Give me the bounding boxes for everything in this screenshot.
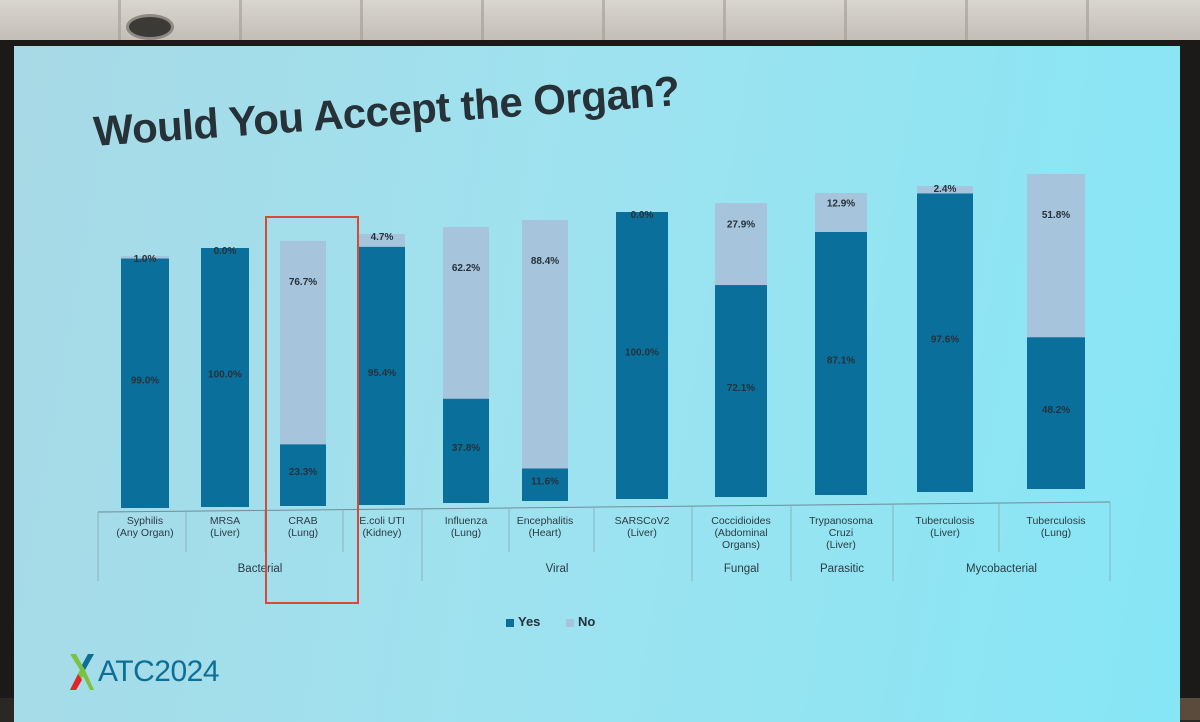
bar-no-label-4: 62.2% (452, 263, 480, 274)
legend-yes: Yes (506, 614, 540, 629)
group-label-4: Mycobacterial (966, 563, 1037, 575)
legend-no: No (566, 614, 595, 629)
bar-yes-label-0: 99.0% (131, 375, 159, 386)
category-label-8-1: Cruzi (829, 527, 854, 539)
logo-text: ATC2024 (98, 655, 219, 689)
bar-no-label-1: 0.0% (214, 246, 237, 257)
bar-yes-label-6: 100.0% (625, 348, 659, 359)
category-label-8-0: Trypanosoma (809, 515, 873, 527)
crab-highlight-box (265, 216, 359, 604)
category-label-0-0: Syphilis (127, 515, 163, 527)
stacked-bar-chart: 99.0% 1.0% Syphilis(Any Organ) 100.0% 0.0% MR… (14, 46, 1180, 722)
bar-no-label-5: 88.4% (531, 256, 559, 267)
bar-no-label-7: 27.9% (727, 220, 755, 231)
legend-yes-label: Yes (518, 614, 540, 629)
bar-yes-label-3: 95.4% (368, 368, 396, 379)
category-label-6-1: (Liver) (627, 527, 657, 539)
category-label-10-0: Tuberculosis (1026, 515, 1085, 527)
group-label-1: Viral (546, 563, 569, 575)
bar-yes-label-7: 72.1% (727, 383, 755, 394)
group-label-3: Parasitic (820, 563, 864, 575)
bar-no-10 (1027, 174, 1085, 337)
bar-no-4 (443, 227, 489, 399)
atc-logo-mark-icon (68, 652, 94, 692)
bar-no-label-6: 0.0% (631, 210, 654, 221)
category-label-1-1: (Liver) (210, 527, 240, 539)
category-label-3-1: (Kidney) (362, 527, 401, 539)
category-label-6-0: SARSCoV2 (615, 515, 670, 527)
x-axis-line (98, 502, 1110, 512)
group-label-2: Fungal (724, 563, 759, 575)
legend-yes-swatch (506, 619, 514, 627)
bar-yes-label-4: 37.8% (452, 443, 480, 454)
bar-yes-label-1: 100.0% (208, 370, 242, 381)
category-label-7-2: Organs) (722, 539, 760, 551)
bar-no-7 (715, 203, 767, 285)
category-label-7-1: (Abdominal (714, 527, 767, 539)
slide: Would You Accept the Organ? 99.0%1.0%Syp… (14, 46, 1180, 722)
legend-no-swatch (566, 619, 574, 627)
bar-no-label-3: 4.7% (371, 232, 394, 243)
category-label-1-0: MRSA (210, 515, 240, 527)
category-label-9-0: Tuberculosis (915, 515, 974, 527)
bar-yes-label-5: 11.6% (531, 477, 559, 488)
category-label-7-0: Coccidioides (711, 515, 771, 527)
category-label-5-1: (Heart) (529, 527, 562, 539)
category-label-4-1: (Lung) (451, 527, 481, 539)
category-label-3-0: E.coli UTI (359, 515, 405, 527)
screen-frame: Would You Accept the Organ? 99.0%1.0%Syp… (0, 40, 1200, 698)
category-label-5-0: Encephalitis (517, 515, 574, 527)
category-label-9-1: (Liver) (930, 527, 960, 539)
category-label-10-1: (Lung) (1041, 527, 1071, 539)
bar-no-label-8: 12.9% (827, 199, 855, 210)
legend-no-label: No (578, 614, 595, 629)
category-label-4-0: Influenza (445, 515, 488, 527)
bar-yes-label-8: 87.1% (827, 355, 855, 366)
bar-no-label-9: 2.4% (934, 184, 957, 195)
bar-no-label-10: 51.8% (1042, 210, 1070, 221)
category-label-8-2: (Liver) (826, 539, 856, 551)
ceiling-sprinkler (126, 14, 174, 40)
bar-no-label-0: 1.0% (134, 254, 157, 265)
bar-yes-label-10: 48.2% (1042, 405, 1070, 416)
category-label-0-1: (Any Organ) (116, 527, 173, 539)
atc-logo: ATC2024 (68, 652, 219, 692)
bar-yes-label-9: 97.6% (931, 335, 959, 346)
